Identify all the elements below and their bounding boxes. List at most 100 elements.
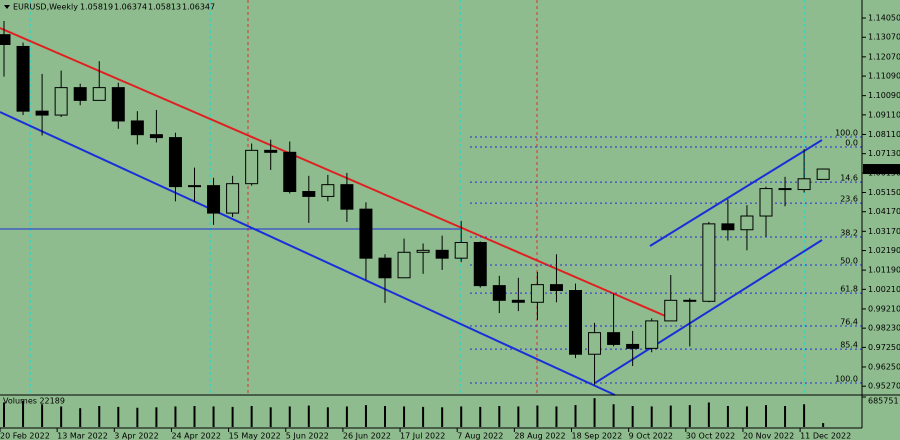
- y-tick-label: 1.11090: [868, 72, 900, 81]
- candle-body: [321, 184, 335, 197]
- x-tick-label: 20 Nov 2022: [743, 432, 794, 440]
- candle-body: [283, 151, 297, 193]
- candle-body: [759, 188, 773, 217]
- candle-body: [721, 223, 735, 231]
- candle-body: [168, 137, 182, 188]
- candles: [0, 20, 830, 385]
- candle-body: [816, 168, 830, 180]
- header-close: 1.06347: [182, 3, 215, 12]
- y-tick-label: 1.08110: [868, 130, 900, 139]
- x-tick-label: 11 Dec 2022: [800, 432, 851, 440]
- chart-title: EURUSD,Weekly: [13, 3, 78, 12]
- fib-label: 14.6: [840, 174, 858, 183]
- candle-body: [435, 249, 449, 259]
- y-tick-label: 0.97250: [868, 343, 900, 352]
- fib-levels: 100.00.014.623.638.250.061.876.485.4100.…: [470, 129, 862, 384]
- header-low: 1.05813: [148, 3, 181, 12]
- candle-body: [626, 343, 640, 349]
- y-tick-label: 0.98230: [868, 324, 900, 333]
- volume-tick-label: 685751: [868, 397, 899, 406]
- y-tick-label: 1.10090: [868, 91, 900, 100]
- candle-body: [549, 284, 563, 292]
- candle-body: [645, 320, 659, 349]
- last-price-box: [863, 164, 900, 175]
- candle-body: [797, 178, 811, 191]
- y-tick-label: 0.99210: [868, 304, 900, 313]
- candle-body: [473, 241, 487, 287]
- candle-body: [511, 299, 525, 303]
- candle-body: [207, 185, 221, 214]
- candle-body: [0, 34, 11, 45]
- last-price-label: 1.06347: [866, 165, 899, 174]
- y-tick-label: 1.02190: [868, 246, 900, 255]
- candle-body: [264, 149, 278, 153]
- fib-label: 100.0: [835, 129, 858, 138]
- candle-body: [416, 249, 430, 253]
- x-tick-label: 15 May 2022: [229, 432, 281, 440]
- x-tick-label: 17 Jul 2022: [400, 432, 445, 440]
- y-tick-label: 1.00210: [868, 285, 900, 294]
- fib-label: 0.0: [845, 139, 858, 148]
- volume-label: Volumes 22189: [3, 397, 65, 406]
- candle-body: [778, 188, 792, 191]
- x-tick-label: 3 Apr 2022: [114, 432, 158, 440]
- fib-label: 85.4: [840, 341, 858, 350]
- candle-body: [16, 45, 30, 112]
- candle-body: [740, 215, 754, 231]
- header-high: 1.06374: [114, 3, 147, 12]
- x-tick-label: 24 Apr 2022: [171, 432, 220, 440]
- y-tick-label: 1.04170: [868, 207, 900, 216]
- trend-line: [0, 111, 616, 396]
- y-tick-label: 1.07130: [868, 149, 900, 158]
- y-tick-label: 1.03170: [868, 227, 900, 236]
- candle-body: [111, 87, 125, 122]
- candle-body: [664, 299, 678, 322]
- candle-body: [188, 185, 201, 188]
- y-tick-label: 0.96250: [868, 362, 900, 371]
- candle-body: [569, 290, 582, 355]
- fib-label: 38.2: [840, 229, 858, 238]
- candle-body: [378, 257, 392, 279]
- candle-body: [245, 149, 259, 185]
- trend-line: [649, 139, 823, 247]
- axes: 1.14050 1.13070 1.12070 1.11090 1.10090 1.091…: [0, 14, 900, 440]
- trend-line: [0, 27, 671, 319]
- fib-label: 50.0: [840, 257, 858, 266]
- candle-body: [302, 191, 316, 197]
- candle-body: [226, 183, 240, 214]
- candle-body: [35, 110, 49, 116]
- y-tick-label: 1.14050: [868, 14, 900, 23]
- candle-body: [359, 208, 373, 259]
- header: EURUSD,Weekly 1.05819 1.06374 1.05813 1.…: [4, 3, 215, 12]
- y-tick-label: 1.01190: [868, 266, 900, 275]
- x-tick-label: 28 Aug 2022: [514, 432, 565, 440]
- x-tick-label: 13 Mar 2022: [57, 432, 108, 440]
- candle-body: [588, 332, 602, 355]
- candle-body: [340, 184, 354, 210]
- candle-body: [397, 251, 411, 279]
- x-tick-label: 26 Jun 2022: [343, 432, 391, 440]
- candle-body: [702, 223, 716, 302]
- candle-body: [530, 284, 544, 303]
- candle-body: [130, 120, 144, 136]
- x-tick-label: 5 Jun 2022: [286, 432, 329, 440]
- candle-body: [92, 87, 106, 101]
- x-tick-label: 20 Feb 2022: [0, 432, 50, 440]
- y-tick-label: 1.13070: [868, 33, 900, 42]
- y-tick-label: 1.09110: [868, 110, 900, 119]
- y-tick-label: 1.05150: [868, 188, 900, 197]
- candle-body: [73, 87, 87, 101]
- volume-panel: Volumes 22189 685751: [3, 396, 899, 427]
- x-tick-label: 9 Oct 2022: [629, 432, 673, 440]
- candle-body: [54, 87, 68, 116]
- x-tick-label: 30 Oct 2022: [686, 432, 735, 440]
- fib-label: 76.4: [840, 317, 858, 326]
- candle-body: [149, 134, 163, 139]
- candle-body: [492, 285, 506, 301]
- y-tick-label: 1.12070: [868, 52, 900, 61]
- fib-label: 61.8: [840, 285, 858, 294]
- candle-body: [454, 241, 468, 259]
- fib-label: 23.6: [840, 195, 858, 204]
